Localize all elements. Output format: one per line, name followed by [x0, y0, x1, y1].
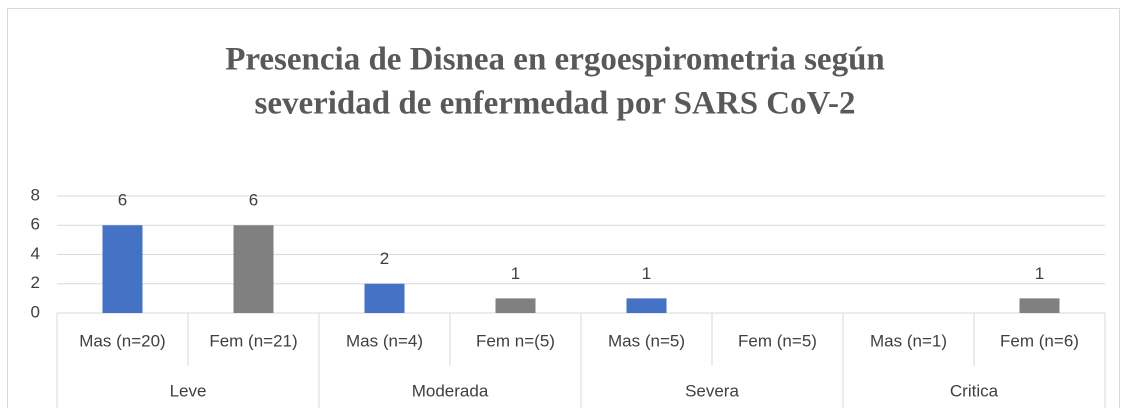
x-tick-label: Mas (n=20) — [79, 331, 165, 350]
data-label: 6 — [118, 191, 127, 210]
bar — [102, 225, 143, 313]
x-tick-label: Mas (n=5) — [608, 331, 685, 350]
x-tick-label: Mas (n=4) — [346, 331, 423, 350]
chart-frame — [7, 8, 1120, 413]
data-label: 1 — [642, 264, 651, 283]
bar — [233, 225, 274, 313]
y-tick-label: 0 — [31, 302, 40, 321]
y-tick-label: 6 — [31, 215, 40, 234]
bar — [626, 298, 667, 313]
chart-title: severidad de enfermedad por SARS CoV-2 — [254, 86, 855, 122]
x-tick-label: Fem n=(5) — [476, 331, 555, 350]
bar — [364, 283, 405, 313]
group-label: Leve — [170, 381, 207, 400]
y-tick-label: 8 — [31, 185, 40, 204]
y-tick-label: 2 — [31, 273, 40, 292]
x-tick-label: Fem (n=21) — [209, 331, 297, 350]
data-label: 2 — [380, 249, 389, 268]
y-tick-label: 4 — [31, 244, 40, 263]
group-label: Moderada — [412, 381, 489, 400]
bar — [1019, 298, 1060, 313]
data-label: 1 — [1035, 264, 1044, 283]
group-label: Critica — [950, 381, 999, 400]
group-label: Severa — [685, 381, 739, 400]
bar — [495, 298, 536, 313]
x-tick-label: Fem (n=6) — [1000, 331, 1079, 350]
data-label: 1 — [511, 264, 520, 283]
data-label: 6 — [249, 191, 258, 210]
chart-title: Presencia de Disnea en ergoespirometria … — [225, 42, 885, 78]
x-tick-label: Mas (n=1) — [870, 331, 947, 350]
x-tick-label: Fem (n=5) — [738, 331, 817, 350]
